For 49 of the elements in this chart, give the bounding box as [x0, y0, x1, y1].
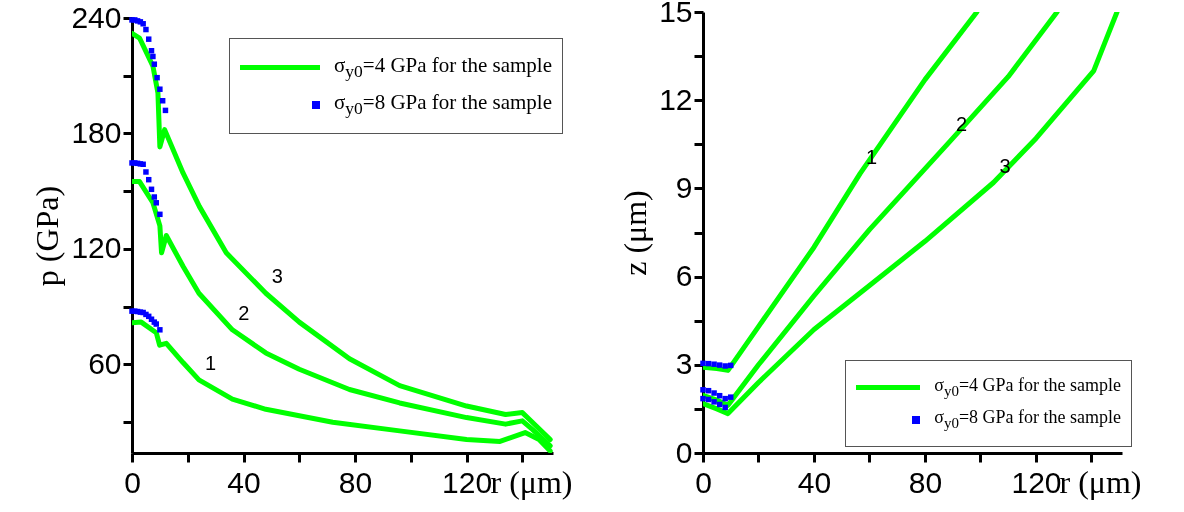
legend-label: σ$_{y0}$=8 GPa for the sample — [934, 407, 1121, 432]
point — [157, 211, 163, 218]
legend-label: σ$_{y0}$=4 GPa for the sample — [334, 53, 552, 83]
point — [711, 361, 717, 367]
x-axis-title: r (μm) — [1059, 463, 1142, 500]
y-tick-label: 12 — [659, 82, 693, 116]
y-tick-label: 240 — [71, 0, 122, 34]
point — [150, 53, 156, 60]
y-tick-label: 60 — [88, 346, 122, 380]
point — [722, 363, 728, 369]
x-tick-label: 120 — [1011, 465, 1062, 499]
point — [722, 395, 728, 402]
legend-label: σ$_{y0}$=8 GPa for the sample — [334, 90, 552, 120]
annotation: 2 — [238, 301, 250, 324]
y-tick-label: 6 — [675, 259, 693, 293]
point — [722, 404, 728, 411]
point — [143, 26, 149, 33]
y-tick-label: 120 — [71, 231, 122, 265]
point — [728, 394, 734, 400]
point — [700, 395, 706, 402]
x-tick-label: 80 — [338, 465, 373, 499]
point — [157, 86, 163, 92]
y-tick-label: 9 — [675, 170, 693, 204]
y-axis-title: p (GPa) — [29, 185, 66, 287]
y-tick-label: 0 — [675, 435, 693, 469]
y-tick-label: 180 — [71, 115, 122, 149]
point — [153, 200, 159, 206]
point — [159, 98, 166, 104]
point — [711, 390, 717, 396]
y-tick-label: 15 — [659, 0, 693, 28]
point — [716, 362, 723, 368]
point — [145, 36, 152, 42]
point — [154, 74, 160, 81]
legend-label: σ$_{y0}$=4 GPa for the sample — [934, 374, 1121, 400]
x-axis-title: r (μm) — [490, 463, 573, 500]
point — [151, 61, 158, 67]
point — [143, 169, 149, 175]
annotation: 1 — [204, 351, 217, 374]
x-tick-label: 80 — [908, 465, 943, 499]
y-axis-title: z (μm) — [617, 190, 654, 276]
point — [151, 194, 158, 200]
annotation: 3 — [271, 265, 283, 288]
x-tick-label: 40 — [797, 465, 832, 499]
point — [711, 399, 717, 405]
x-tick-label: 40 — [227, 465, 261, 499]
point — [700, 387, 706, 393]
y-tick-label: 3 — [675, 347, 693, 381]
point — [700, 360, 706, 367]
point — [157, 327, 163, 333]
